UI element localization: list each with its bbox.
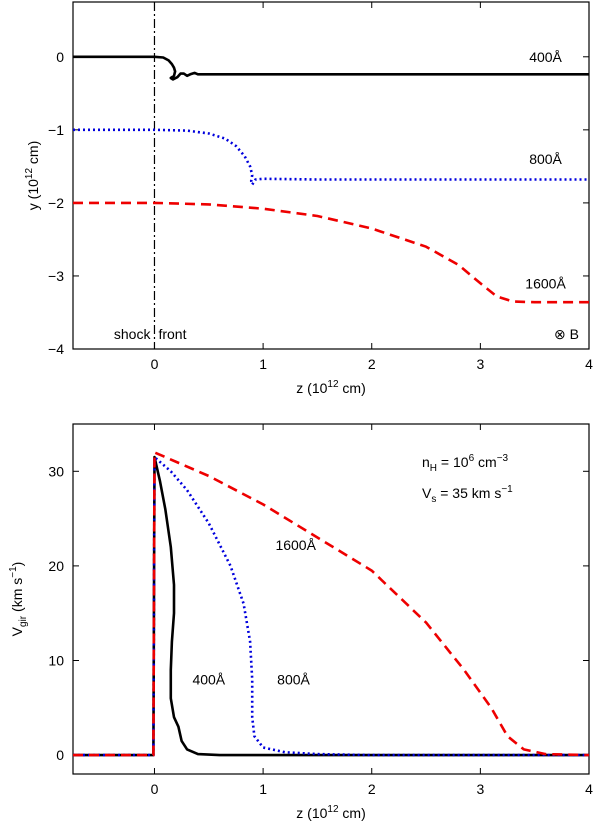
series-line-1600A	[73, 451, 589, 757]
x-tick-label: 4	[585, 356, 593, 372]
curve-label: 800Å	[529, 151, 562, 167]
x-tick-label: 1	[259, 781, 267, 797]
plot-frame	[72, 1, 590, 350]
x-tick-label: 0	[151, 781, 159, 797]
density-annotation: nH = 106 cm−3	[422, 453, 509, 474]
curve-label: 800Å	[277, 671, 310, 687]
series-group	[73, 451, 589, 757]
y-tick-label: 20	[48, 558, 64, 574]
x-axis-label: z (1012 cm)	[296, 804, 365, 821]
x-tick-label: 2	[368, 781, 376, 797]
curve-label: 400Å	[192, 671, 225, 687]
x-tick-label: 2	[368, 356, 376, 372]
curve-label: 1600Å	[525, 275, 566, 291]
magnetic-field-label: ⊗ B	[554, 326, 579, 342]
y-tick-label: −3	[48, 268, 64, 284]
x-tick-label: 1	[259, 356, 267, 372]
y-tick-label: 0	[56, 747, 64, 763]
y-axis-label: y (1012 cm)	[24, 141, 41, 210]
series-line-1600A	[73, 201, 589, 304]
chart-panel-1: 0 1 2 3 4 −4 −3 −2 −1 0 z (1012 cm) y (1012 cm) 400Å…	[24, 1, 593, 396]
x-tick-label: 3	[476, 356, 484, 372]
y-tick-label: −1	[48, 122, 64, 138]
series-group	[73, 55, 589, 304]
plot-frame	[72, 423, 590, 775]
curve-label: 400Å	[529, 49, 562, 65]
shock-label: shock	[114, 326, 152, 342]
x-axis-label: z (1012 cm)	[296, 379, 365, 396]
curve-label: 1600Å	[275, 537, 316, 553]
y-tick-label: 10	[48, 652, 64, 668]
y-tick-label: 0	[56, 49, 64, 65]
y-axis-label: Vgir (km s−1)	[8, 562, 29, 637]
front-label: front	[158, 326, 186, 342]
shock-speed-annotation: Vs = 35 km s−1	[422, 484, 513, 505]
chart-panel-2: 0 1 2 3 4 0 10 20 30 z (1012 cm) Vgir (km s−1) 1600…	[8, 423, 593, 821]
y-tick-label: −4	[48, 341, 64, 357]
series-line-400A	[73, 55, 589, 81]
series-line-800A	[73, 455, 589, 757]
series-line-400A	[73, 455, 589, 757]
series-line-800A	[73, 128, 589, 186]
y-tick-label: 30	[48, 463, 64, 479]
x-tick-label: 4	[585, 781, 593, 797]
x-tick-label: 3	[476, 781, 484, 797]
x-tick-label: 0	[151, 356, 159, 372]
y-tick-label: −2	[48, 195, 64, 211]
